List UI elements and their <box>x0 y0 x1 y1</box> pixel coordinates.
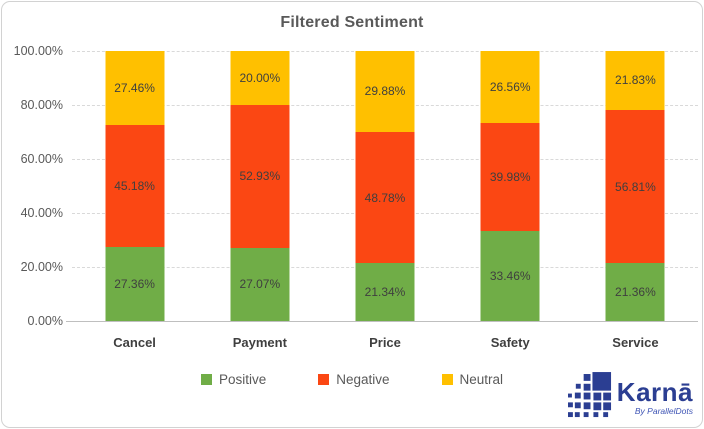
segment-cancel-negative: 45.18% <box>105 125 165 248</box>
brand-text-block: Karnā By ParallelDots <box>617 379 693 416</box>
segment-safety-negative: 39.98% <box>480 122 540 231</box>
data-label: 52.93% <box>239 169 281 184</box>
bar-stack-price: 21.34% 48.78% 29.88% <box>355 51 415 321</box>
plot-area: 0.00% 20.00% 40.00% 60.00% 80.00% 100.00% 27.… <box>14 44 698 350</box>
segment-price-negative: 48.78% <box>355 131 415 264</box>
legend-item-positive: Positive <box>200 372 267 387</box>
data-label: 27.36% <box>114 277 155 292</box>
karna-mosaic-icon <box>567 372 611 418</box>
data-label: 27.07% <box>239 277 281 292</box>
segment-cancel-neutral: 27.46% <box>105 51 165 126</box>
bar-stack-service: 21.36% 56.81% 21.83% <box>605 51 665 321</box>
legend-label: Neutral <box>459 372 504 387</box>
chart-title: Filtered Sentiment <box>280 14 424 31</box>
data-label: 45.18% <box>114 179 155 194</box>
bars-layer: 27.36% 45.18% 27.46% Cancel 27.07% 52.93% 20.0… <box>72 51 698 350</box>
x-axis-label-price: Price <box>369 335 401 350</box>
bar-column-payment: 27.07% 52.93% 20.00% Payment <box>197 51 322 350</box>
y-tick-label: 100.00% <box>13 44 63 58</box>
bar-stack-safety: 33.46% 39.98% 26.56% <box>480 51 540 321</box>
legend: Positive Negative Neutral <box>2 372 702 387</box>
x-axis-label-cancel: Cancel <box>113 335 156 350</box>
segment-price-positive: 21.34% <box>355 263 415 321</box>
bar-stack-payment: 27.07% 52.93% 20.00% <box>230 51 290 321</box>
brand-byline: By ParallelDots <box>634 405 693 416</box>
segment-service-negative: 56.81% <box>605 109 665 264</box>
x-axis-label-service: Service <box>612 335 659 350</box>
legend-swatch-positive <box>200 374 212 385</box>
segment-service-positive: 21.36% <box>605 263 665 321</box>
segment-payment-positive: 27.07% <box>230 247 290 321</box>
data-label: 21.34% <box>364 285 406 300</box>
data-label: 29.88% <box>364 84 406 99</box>
data-label: 39.98% <box>489 169 531 184</box>
segment-safety-positive: 33.46% <box>480 230 540 321</box>
data-label: 56.81% <box>615 179 656 194</box>
data-label: 48.78% <box>364 190 406 205</box>
data-label: 21.36% <box>615 285 656 300</box>
y-tick-label: 60.00% <box>20 152 63 166</box>
y-tick-label: 40.00% <box>20 206 63 220</box>
data-label: 27.46% <box>114 81 155 96</box>
data-label: 21.83% <box>615 73 656 88</box>
brand-name: Karnā <box>616 376 693 407</box>
segment-payment-negative: 52.93% <box>230 105 290 248</box>
bar-stack-cancel: 27.36% 45.18% 27.46% <box>105 51 165 321</box>
y-tick-label: 80.00% <box>20 98 63 112</box>
legend-item-negative: Negative <box>318 372 390 387</box>
karna-logo: Karnā By ParallelDots <box>567 372 693 422</box>
data-label: 20.00% <box>239 71 281 86</box>
bar-column-safety: 33.46% 39.98% 26.56% Safety <box>448 51 573 350</box>
data-label: 33.46% <box>489 268 531 283</box>
legend-label: Negative <box>336 372 390 387</box>
bar-column-price: 21.34% 48.78% 29.88% Price <box>322 51 447 350</box>
segment-cancel-positive: 27.36% <box>105 247 165 321</box>
y-tick-label: 0.00% <box>27 314 63 328</box>
legend-item-neutral: Neutral <box>441 372 504 387</box>
x-axis-label-payment: Payment <box>232 335 287 350</box>
bar-column-service: 21.36% 56.81% 21.83% Service <box>573 51 698 350</box>
y-tick-label: 20.00% <box>20 260 63 274</box>
segment-payment-neutral: 20.00% <box>230 51 290 106</box>
legend-swatch-neutral <box>441 374 453 385</box>
segment-safety-neutral: 26.56% <box>480 51 540 123</box>
x-axis-label-safety: Safety <box>490 335 530 350</box>
x-axis-line <box>66 321 698 322</box>
segment-service-neutral: 21.83% <box>605 51 665 110</box>
data-label: 26.56% <box>489 79 531 94</box>
legend-label: Positive <box>218 372 267 387</box>
segment-price-neutral: 29.88% <box>355 51 415 132</box>
bar-column-cancel: 27.36% 45.18% 27.46% Cancel <box>72 51 197 350</box>
legend-swatch-negative <box>318 374 330 385</box>
